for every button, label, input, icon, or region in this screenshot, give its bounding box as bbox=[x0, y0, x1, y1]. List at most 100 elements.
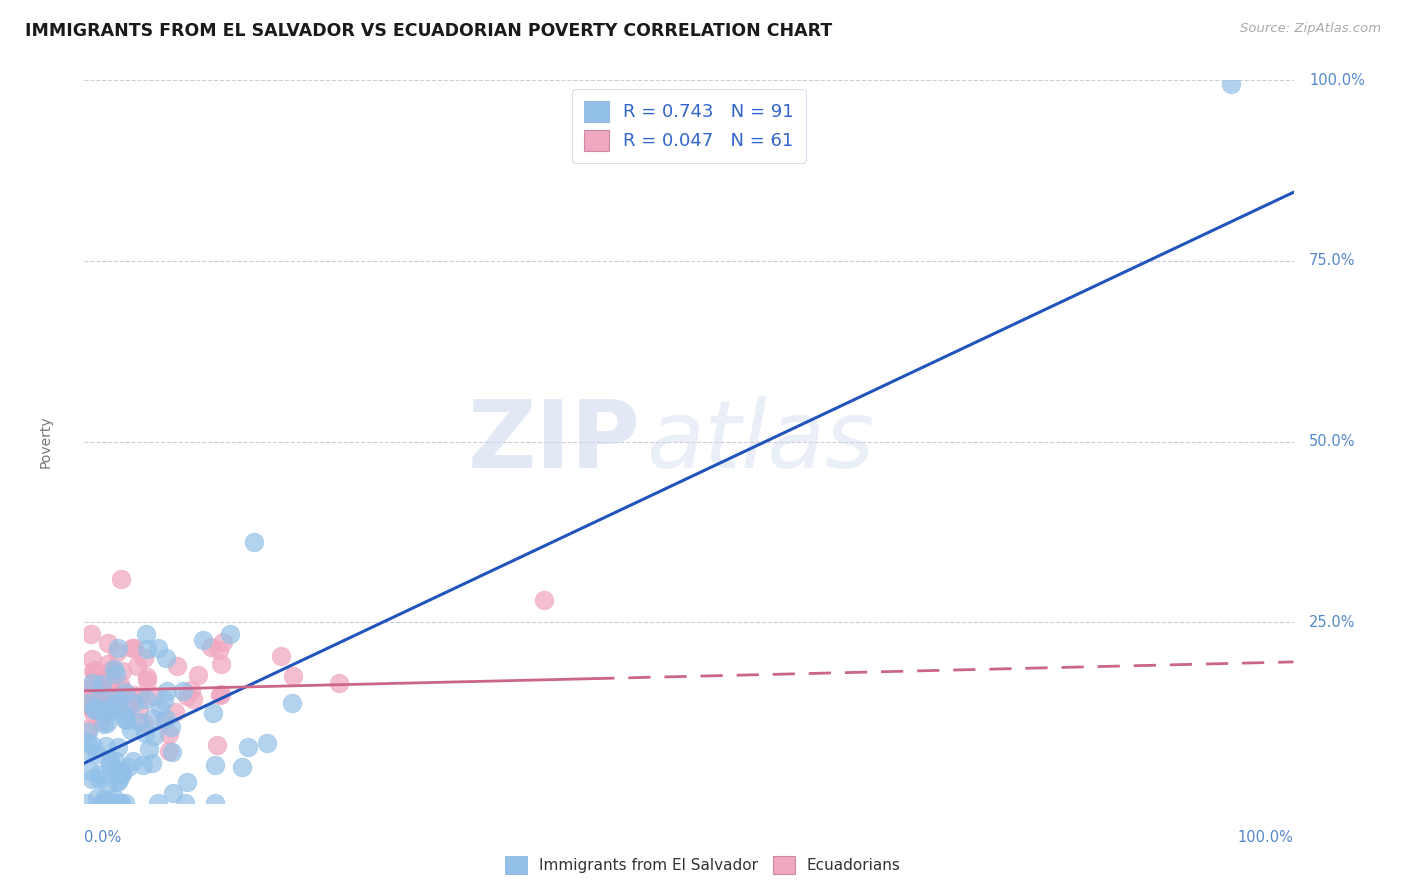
Point bbox=[134, 692, 156, 706]
Point bbox=[176, 775, 198, 789]
Point bbox=[97, 777, 120, 791]
Point bbox=[76, 698, 98, 713]
Point bbox=[236, 740, 259, 755]
Point bbox=[76, 696, 98, 710]
Point bbox=[110, 766, 132, 780]
Point bbox=[100, 702, 122, 716]
Point bbox=[80, 627, 103, 641]
Point bbox=[93, 717, 115, 731]
Point bbox=[93, 792, 115, 806]
Point bbox=[135, 641, 157, 656]
Point bbox=[143, 729, 166, 743]
Point bbox=[79, 764, 101, 778]
Point bbox=[176, 689, 198, 703]
Text: Source: ZipAtlas.com: Source: ZipAtlas.com bbox=[1240, 22, 1381, 36]
Point bbox=[146, 796, 169, 810]
Point bbox=[83, 663, 105, 677]
Point bbox=[166, 659, 188, 673]
Point bbox=[110, 682, 132, 697]
Point bbox=[105, 691, 128, 706]
Point bbox=[134, 650, 156, 665]
Point bbox=[105, 775, 128, 789]
Text: 25.0%: 25.0% bbox=[1309, 615, 1355, 630]
Text: 75.0%: 75.0% bbox=[1309, 253, 1355, 268]
Point bbox=[135, 627, 157, 641]
Point bbox=[212, 635, 235, 649]
Point bbox=[209, 688, 232, 702]
Point bbox=[180, 682, 202, 697]
Point bbox=[98, 754, 121, 768]
Point bbox=[98, 669, 121, 683]
Point bbox=[101, 683, 124, 698]
Point bbox=[107, 645, 129, 659]
Point bbox=[87, 767, 110, 781]
Point bbox=[108, 772, 131, 787]
Point bbox=[141, 756, 163, 771]
Point bbox=[138, 742, 160, 756]
Point bbox=[104, 699, 127, 714]
Point bbox=[281, 697, 304, 711]
Point bbox=[125, 659, 148, 673]
Point bbox=[103, 662, 125, 676]
Point bbox=[76, 735, 98, 749]
Point bbox=[94, 739, 117, 753]
Point bbox=[107, 640, 129, 655]
Point bbox=[77, 722, 100, 736]
Point bbox=[128, 689, 150, 703]
Point bbox=[256, 736, 278, 750]
Point bbox=[134, 725, 156, 739]
Text: Poverty: Poverty bbox=[39, 416, 52, 467]
Point bbox=[242, 535, 264, 549]
Point bbox=[82, 738, 104, 752]
Point bbox=[97, 657, 120, 671]
Point bbox=[94, 683, 117, 698]
Point bbox=[155, 712, 177, 726]
Point bbox=[209, 687, 232, 701]
Point bbox=[97, 636, 120, 650]
Point bbox=[82, 676, 104, 690]
Point bbox=[114, 712, 136, 726]
Point bbox=[283, 669, 305, 683]
Point bbox=[153, 714, 176, 729]
Point bbox=[115, 713, 138, 727]
Point bbox=[183, 692, 205, 706]
Point bbox=[104, 754, 127, 768]
Point bbox=[172, 684, 194, 698]
Point bbox=[103, 791, 125, 805]
Point bbox=[77, 744, 100, 758]
Point bbox=[80, 772, 103, 786]
Point bbox=[202, 706, 225, 721]
Point bbox=[80, 652, 103, 666]
Point bbox=[173, 796, 195, 810]
Point bbox=[103, 796, 125, 810]
Point bbox=[104, 666, 127, 681]
Point bbox=[90, 700, 112, 714]
Point bbox=[82, 664, 104, 678]
Point bbox=[162, 786, 184, 800]
Point bbox=[143, 690, 166, 704]
Point bbox=[328, 675, 350, 690]
Point bbox=[98, 757, 121, 772]
Point bbox=[108, 796, 131, 810]
Point bbox=[142, 711, 165, 725]
Point bbox=[160, 745, 183, 759]
Point bbox=[156, 684, 179, 698]
Point bbox=[122, 688, 145, 702]
Point bbox=[114, 708, 136, 723]
Point bbox=[97, 702, 120, 716]
Point bbox=[90, 690, 112, 705]
Point bbox=[96, 688, 118, 702]
Point bbox=[122, 640, 145, 655]
Text: 50.0%: 50.0% bbox=[1309, 434, 1355, 449]
Point bbox=[124, 696, 146, 710]
Point bbox=[83, 707, 105, 722]
Text: 0.0%: 0.0% bbox=[84, 830, 121, 846]
Point bbox=[122, 754, 145, 768]
Point bbox=[76, 796, 98, 810]
Point bbox=[94, 688, 117, 702]
Point bbox=[157, 727, 180, 741]
Point bbox=[204, 757, 226, 772]
Point bbox=[84, 703, 107, 717]
Point bbox=[160, 720, 183, 734]
Point bbox=[111, 766, 134, 780]
